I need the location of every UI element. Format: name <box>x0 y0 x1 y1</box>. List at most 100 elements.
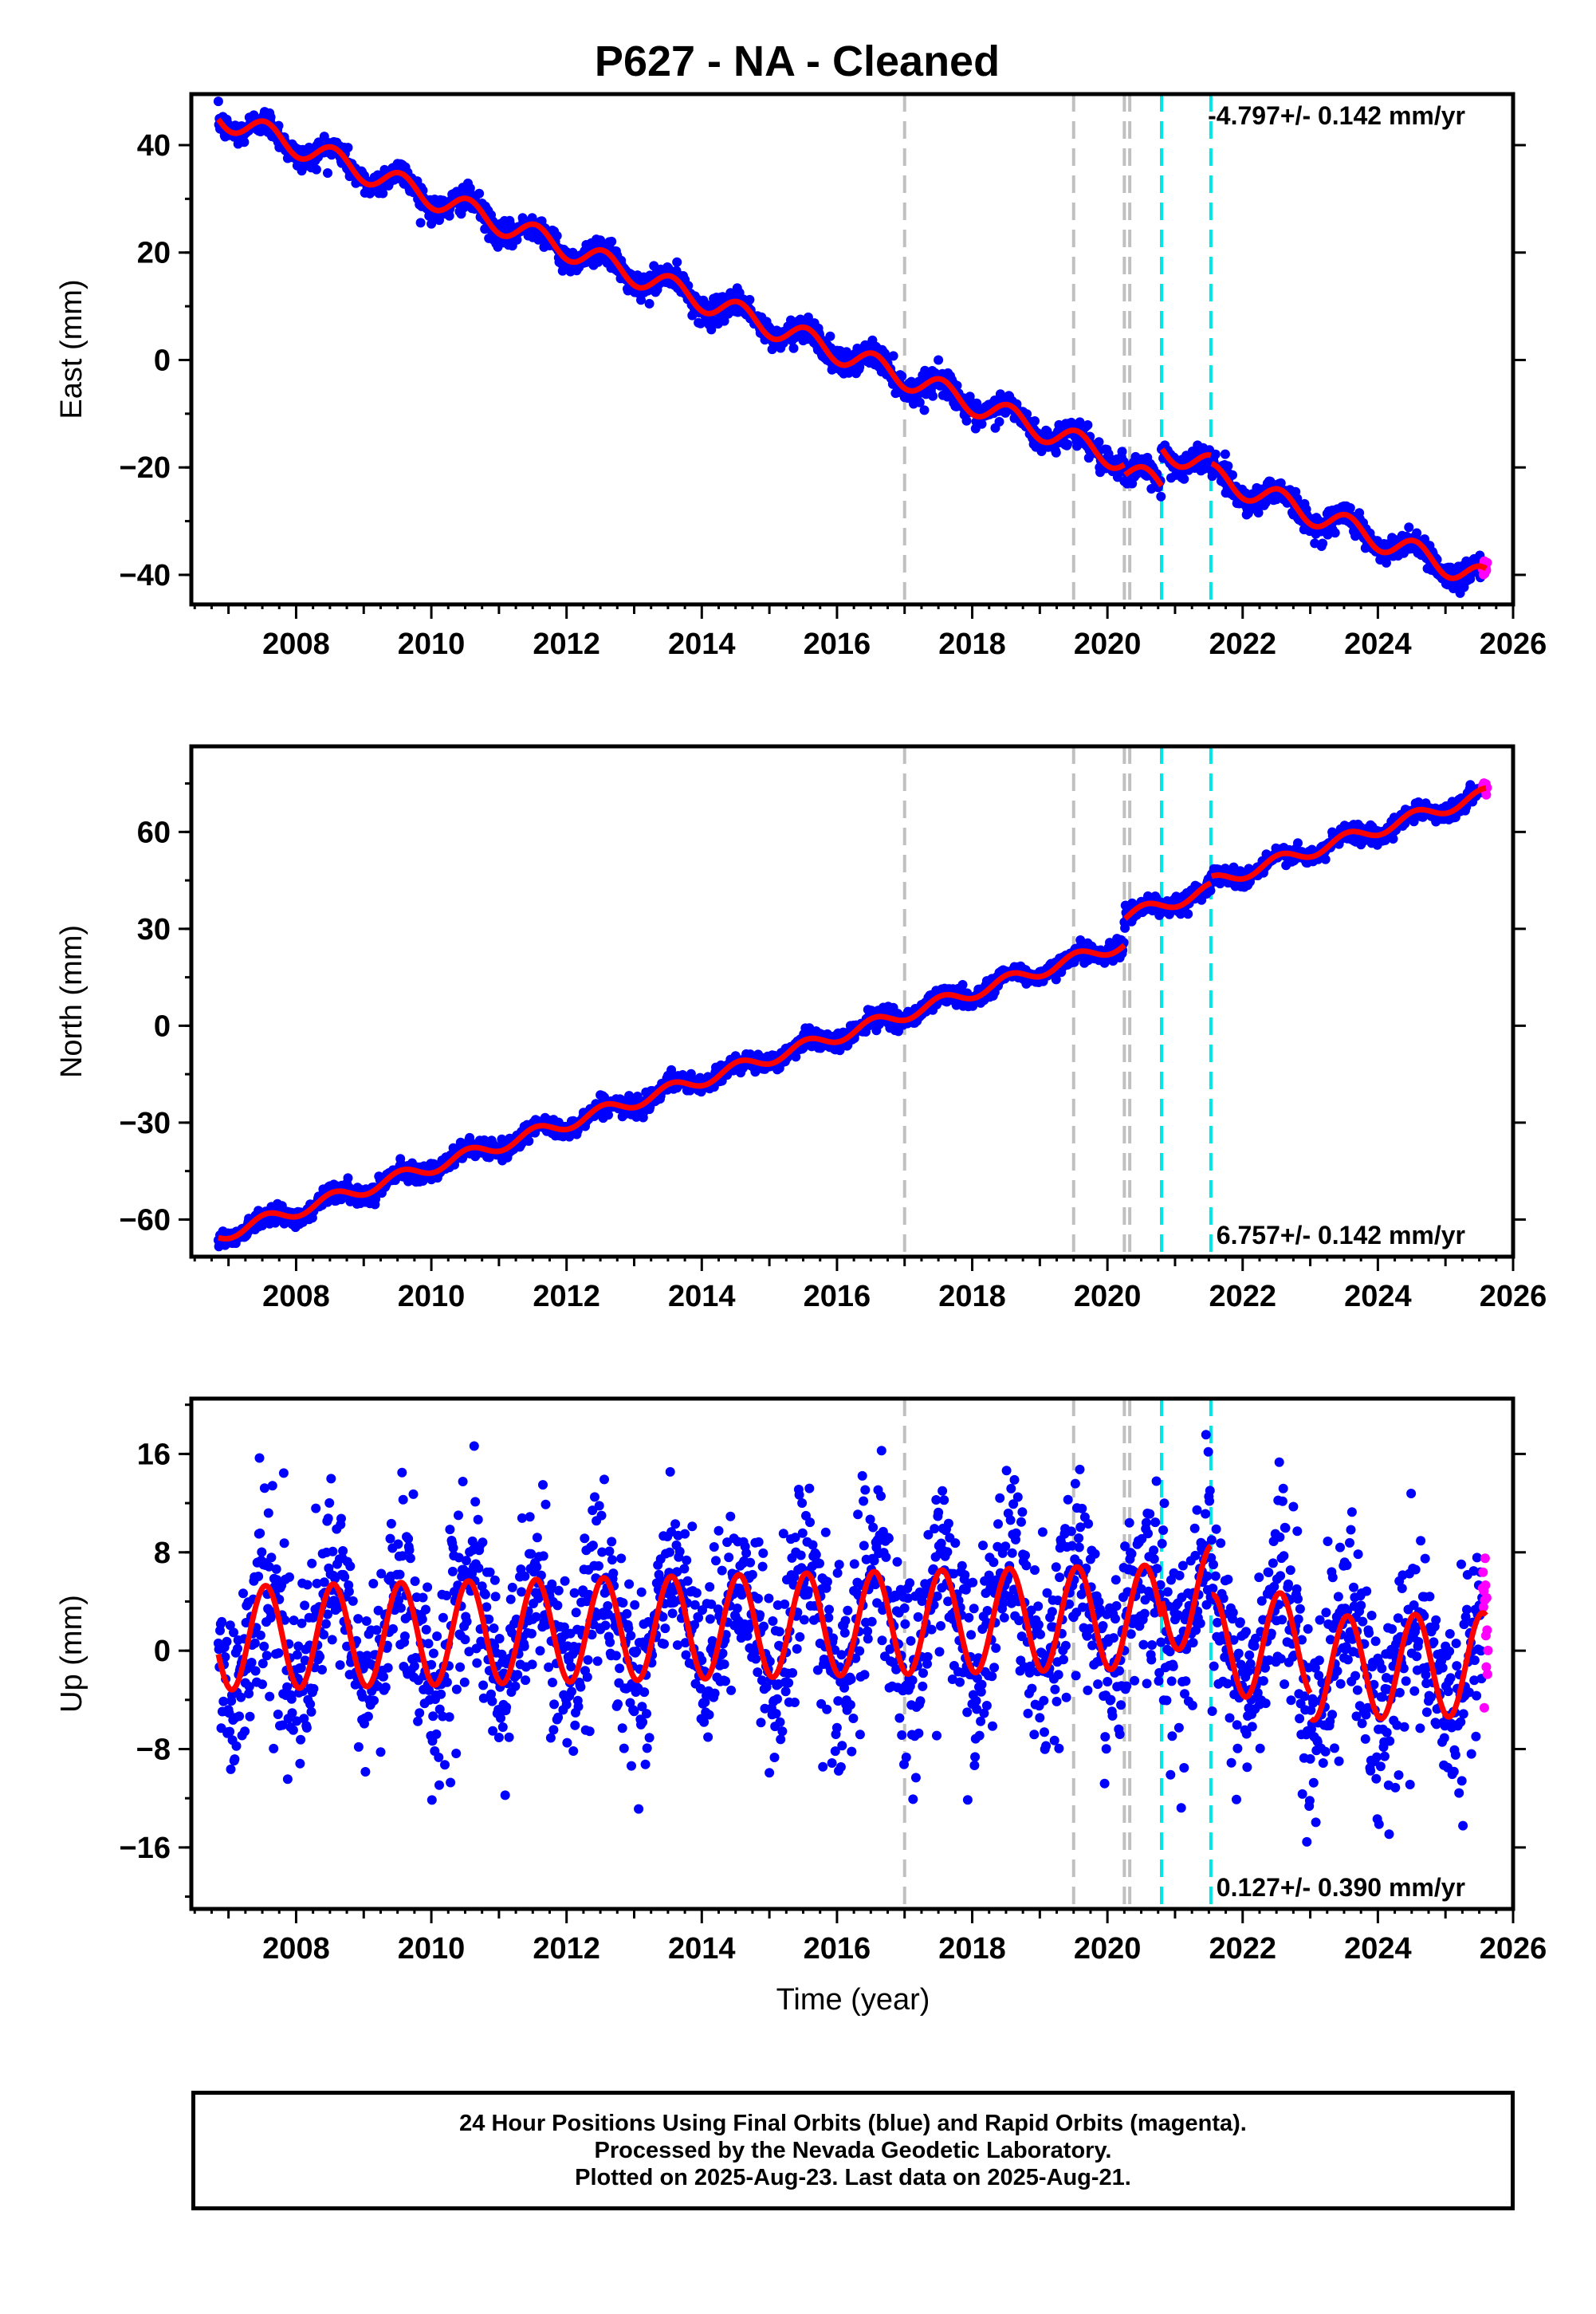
x-tick-label: 2016 <box>804 628 871 661</box>
x-tick-label: 2010 <box>398 1280 466 1313</box>
final-orbit-point <box>267 1481 277 1491</box>
final-orbit-point <box>302 1580 313 1590</box>
final-orbit-point <box>788 343 799 353</box>
final-orbit-point <box>254 1572 264 1581</box>
final-orbit-point <box>1412 528 1422 538</box>
x-axis: 2008 2010 2012 2014 2016 2018 2020 2022 2024 2026 <box>193 1257 1547 1313</box>
y-tick-label: 40 <box>137 129 171 163</box>
final-orbit-point <box>301 1722 312 1733</box>
final-orbit-point <box>311 164 321 175</box>
model-fit-curve <box>216 785 1488 1242</box>
final-orbit-point <box>603 1110 613 1120</box>
final-orbit-point <box>745 294 755 305</box>
final-orbit-point <box>328 1546 338 1556</box>
final-orbit-point <box>1330 528 1340 538</box>
final-orbit-point <box>1345 503 1355 513</box>
final-orbit-point <box>295 1758 305 1769</box>
rate-label: 6.757+/- 0.142 mm/yr <box>1217 1221 1465 1249</box>
model-fit-curve <box>216 117 1488 581</box>
x-tick-label: 2016 <box>804 1280 871 1313</box>
final-orbit-point <box>1042 426 1052 436</box>
final-orbit-point <box>261 1651 272 1661</box>
final-orbit-point <box>266 1553 277 1563</box>
final-orbit-point <box>317 1665 327 1675</box>
final-orbit-point <box>1318 538 1328 549</box>
x-tick-label: 2026 <box>1480 628 1547 661</box>
final-orbit-point <box>257 1547 267 1557</box>
final-orbit-point <box>825 331 835 341</box>
x-tick-label: 2014 <box>668 628 736 661</box>
final-orbit-point <box>306 1706 316 1717</box>
x-tick-label: 2008 <box>262 1280 330 1313</box>
final-orbit-point <box>319 1630 329 1639</box>
final-orbit-point <box>254 1453 265 1463</box>
x-tick-label: 2012 <box>533 1280 600 1313</box>
final-orbit-point <box>841 347 851 357</box>
final-orbit-point <box>269 1743 279 1753</box>
final-orbit-point <box>1320 854 1331 864</box>
final-orbit-point <box>336 1513 346 1524</box>
final-orbit-point <box>335 1660 345 1671</box>
final-orbit-point <box>706 325 717 335</box>
event-lines <box>902 94 1213 604</box>
final-orbit-point <box>315 1651 325 1662</box>
final-orbit-point <box>265 112 276 122</box>
x-axis: 2008 2010 2012 2014 2016 2018 2020 2022 2024 2026 <box>193 604 1547 661</box>
final-orbit-point <box>307 1558 317 1568</box>
x-tick-label: 2024 <box>1344 1280 1412 1313</box>
x-tick-label: 2010 <box>398 628 466 661</box>
final-orbit-point <box>300 1600 310 1611</box>
final-orbit-point <box>265 1691 275 1702</box>
x-tick-label: 2022 <box>1209 1280 1276 1313</box>
final-orbit-point <box>231 1741 242 1751</box>
final-orbit-point <box>255 1630 265 1640</box>
final-orbit-point <box>1156 491 1166 502</box>
final-orbit-point <box>977 419 987 429</box>
data-points <box>213 778 1492 1252</box>
final-orbit-point <box>919 405 930 415</box>
y-tick-label: 30 <box>137 913 171 946</box>
y-axis-label: North (mm) <box>55 925 88 1078</box>
final-orbit-point <box>1293 838 1303 848</box>
final-orbit-point <box>444 211 454 221</box>
final-orbit-point <box>309 1683 319 1694</box>
final-orbit-point <box>934 355 944 365</box>
final-orbit-point <box>245 1711 255 1722</box>
final-orbit-point <box>474 188 485 199</box>
final-orbit-point <box>233 1643 242 1654</box>
final-orbit-point <box>343 143 353 153</box>
final-orbit-point <box>644 298 655 309</box>
final-orbit-point <box>263 1508 273 1518</box>
final-orbit-point <box>672 257 682 267</box>
final-orbit-point <box>319 132 329 142</box>
final-orbit-point <box>288 1725 298 1735</box>
x-tick-label: 2008 <box>262 628 330 661</box>
final-orbit-point <box>961 415 972 426</box>
final-orbit-point <box>250 1638 260 1648</box>
final-orbit-point <box>914 397 925 407</box>
y-tick-label: −20 <box>120 451 171 485</box>
final-orbit-point <box>1094 437 1104 447</box>
final-orbit-point <box>880 348 890 359</box>
final-orbit-point <box>287 1708 297 1718</box>
final-orbit-point <box>897 371 907 381</box>
final-orbit-point <box>292 1650 302 1660</box>
final-orbit-point <box>1404 522 1414 533</box>
north-panel: 2008 2010 2012 2014 2016 2018 2020 2022 2024 2026… <box>55 744 1547 1313</box>
y-tick-label: 60 <box>137 816 171 849</box>
final-orbit-point <box>226 1764 236 1774</box>
x-tick-label: 2022 <box>1209 628 1276 661</box>
final-orbit-point <box>1030 416 1040 426</box>
final-orbit-point <box>695 318 706 329</box>
final-orbit-point <box>524 1136 534 1146</box>
final-orbit-point <box>1210 449 1221 459</box>
final-orbit-point <box>311 1503 321 1513</box>
x-tick-label: 2024 <box>1344 628 1412 661</box>
figure-title: P627 - NA - Cleaned <box>595 37 1000 85</box>
final-orbit-point <box>326 1474 336 1484</box>
final-orbit-point <box>1253 508 1264 518</box>
final-orbit-point <box>1063 439 1072 450</box>
y-tick-label: 0 <box>154 1009 171 1043</box>
final-orbit-point <box>928 391 938 401</box>
